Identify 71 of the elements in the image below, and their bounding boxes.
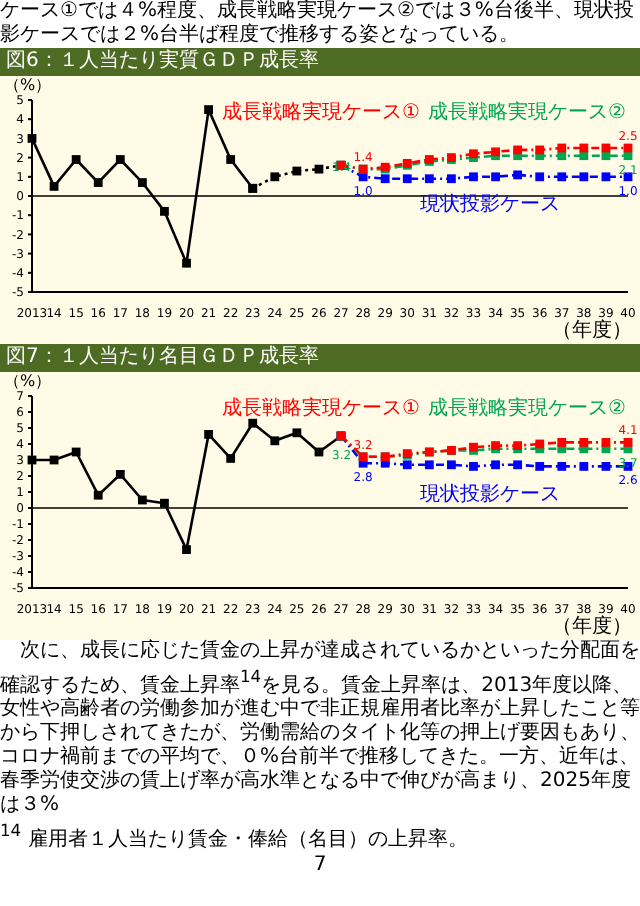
point (71, 155, 81, 164)
text: 7 (311, 853, 329, 878)
point (93, 178, 103, 187)
point (447, 174, 456, 184)
point (226, 155, 236, 164)
y-axis-title: （%） (4, 76, 52, 95)
point (182, 258, 191, 268)
point (226, 454, 236, 463)
point (71, 447, 81, 457)
point (513, 460, 523, 470)
chart-title: 図7：１人当たり名目ＧＤＰ成長率 (0, 344, 640, 372)
point (601, 172, 611, 182)
point (402, 174, 412, 184)
point (314, 164, 324, 174)
point (579, 438, 589, 447)
point (424, 460, 434, 470)
series-label: 成長戦略実現ケース② (428, 398, 626, 420)
point (270, 436, 280, 446)
text: $^{14}$ 雇用者１人当たり賃金・俸給（名目）の上昇率。 (0, 818, 470, 854)
point (137, 495, 147, 505)
point (137, 178, 147, 187)
y-axis-title: （%） (4, 372, 52, 391)
point (248, 418, 258, 428)
point (557, 151, 567, 161)
point (535, 145, 545, 155)
point (160, 206, 169, 216)
point (601, 438, 611, 447)
point (204, 430, 213, 439)
point (93, 490, 103, 500)
point (557, 438, 567, 447)
point (469, 462, 478, 471)
x-axis-title: （年度） (550, 320, 634, 344)
point (579, 172, 589, 182)
point (115, 470, 125, 479)
point (160, 498, 169, 508)
point (204, 105, 213, 114)
point (402, 460, 412, 470)
point (513, 170, 523, 180)
point (601, 462, 611, 471)
point (513, 145, 523, 155)
point (579, 143, 589, 153)
series-label: 成長戦略実現ケース① (222, 398, 420, 420)
point (535, 462, 545, 471)
point (447, 460, 456, 470)
series-label: 成長戦略実現ケース① (222, 102, 420, 124)
point (270, 172, 280, 182)
point (491, 460, 500, 470)
point (380, 174, 390, 184)
point (557, 462, 567, 471)
series-label: 成長戦略実現ケース② (428, 102, 626, 124)
point (115, 155, 125, 164)
series-label: 現状投影ケース (419, 484, 560, 507)
point (579, 151, 589, 161)
point (292, 166, 302, 176)
x-axis-title: （年度） (550, 616, 634, 640)
point (535, 439, 545, 449)
point (49, 182, 59, 191)
point (491, 172, 500, 182)
point (292, 428, 302, 438)
point (557, 143, 567, 153)
point (535, 172, 545, 182)
series-label: 現状投影ケース (419, 194, 560, 217)
point (182, 545, 191, 554)
chart-title: 図6：１人当たり実質ＧＤＰ成長率 (0, 48, 640, 76)
point (248, 183, 258, 193)
point (424, 174, 434, 184)
point (469, 172, 478, 182)
point (623, 438, 633, 447)
text: 次に、成長に応じた賃金の上昇が達成されているかといった分配面を確認するため、賃金上昇率$^{14}$を見る。賃金上昇率は、2013年度以降、女性や高齢者の労働参加が進む中で非正規雇用者比率が上昇したこと等から下押しされてきたが、労働需給のタイト化等の押上げ要因もあり、コロナ禍前までの平均で、０%台前半で推移してきた。一方、近年は、春季労使交渉の賃上げ率が高水準となる中で伸びが高まり、2025年度は３% (0, 640, 640, 817)
point (557, 172, 567, 182)
point (579, 462, 589, 471)
